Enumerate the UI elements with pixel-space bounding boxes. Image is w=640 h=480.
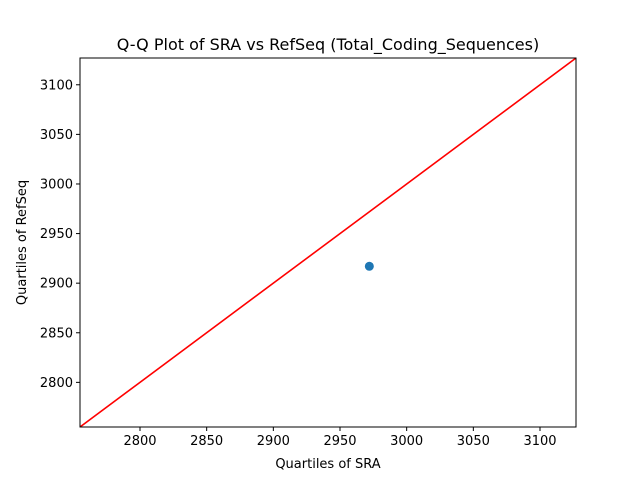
y-tick-label: 2900 [40,277,73,292]
y-tick-label: 3050 [40,128,73,143]
x-tick-label: 3100 [523,434,556,449]
x-axis-label: Quartiles of SRA [275,457,380,472]
x-tick-label: 3000 [390,434,423,449]
chart-title: Q-Q Plot of SRA vs RefSeq (Total_Coding_… [117,35,539,55]
x-tick-label: 3050 [457,434,490,449]
x-tick-label: 2950 [323,434,356,449]
x-tick-label: 2900 [257,434,290,449]
x-tick-label: 2800 [123,434,156,449]
y-tick-label: 2850 [40,326,73,341]
y-axis-label: Quartiles of RefSeq [15,180,30,305]
y-tick-label: 2800 [40,376,73,391]
x-tick-label: 2850 [190,434,223,449]
y-tick-label: 3000 [40,177,73,192]
y-tick-label: 2950 [40,227,73,242]
data-point [364,261,374,271]
plot-frame [79,57,577,428]
reference-line [80,58,576,427]
y-tick-label: 3100 [40,78,73,93]
